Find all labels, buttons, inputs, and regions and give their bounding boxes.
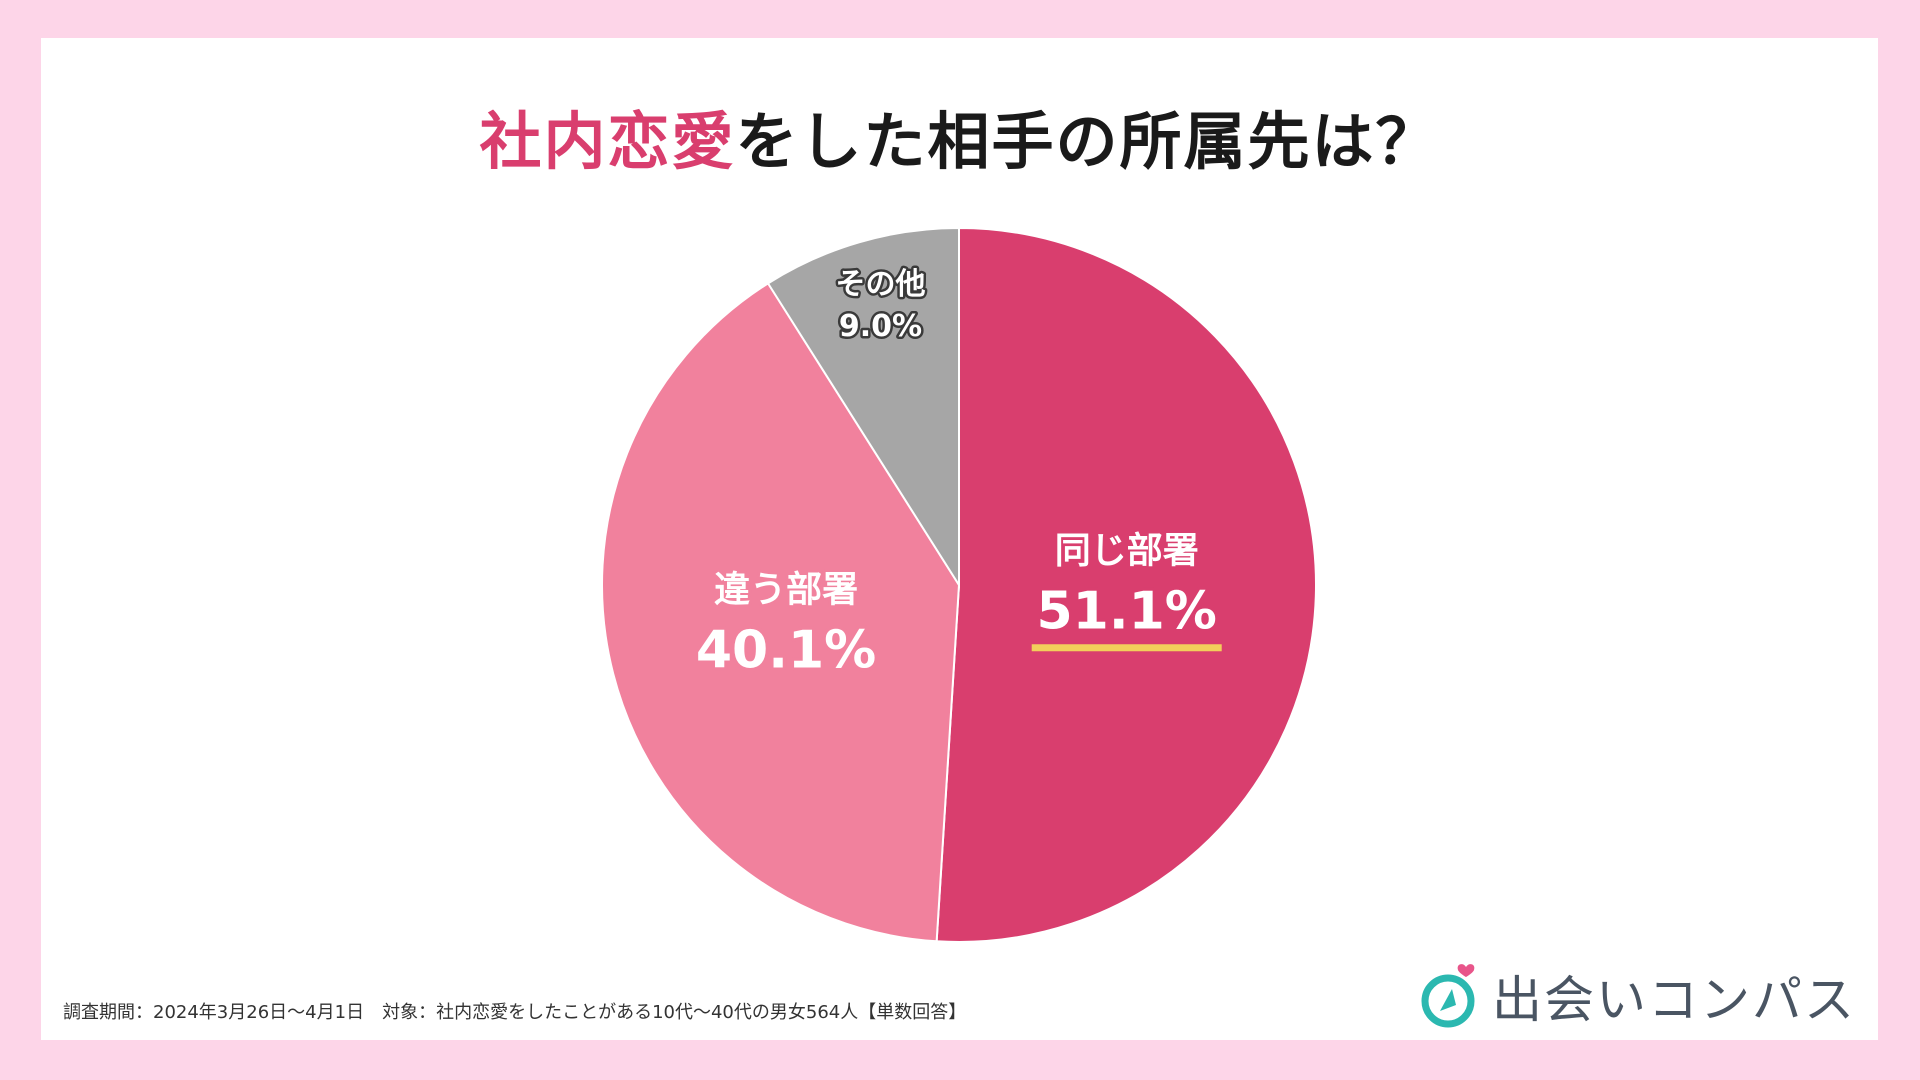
slice-label-same-department: 同じ部署 xyxy=(1055,530,1199,571)
slice-value-same-department: 51.1% xyxy=(1037,581,1217,641)
chart-title: 社内恋愛をした相手の所属先は？ xyxy=(41,91,1878,181)
pie-chart: 同じ部署 51.1% 違う部署 40.1% その他 9.0% xyxy=(601,226,1317,943)
title-accent: 社内恋愛 xyxy=(479,105,736,178)
highlight-underline xyxy=(1031,644,1222,652)
slice-label-different-department: 違う部署 xyxy=(714,569,858,610)
slice-value-other: 9.0% xyxy=(839,309,922,344)
title-rest: をした相手の所属先は？ xyxy=(735,105,1440,178)
compass-heart-icon xyxy=(1421,964,1475,1028)
survey-footnote: 調査期間：2024年3月26日〜4月1日 対象：社内恋愛をしたことがある10代〜… xyxy=(63,1002,967,1023)
chart-card: 社内恋愛をした相手の所属先は？ 同じ部署 51.1% 違う部署 40.1% その他 9.0… xyxy=(41,38,1878,1040)
pie-slice-same-department xyxy=(935,226,1317,943)
slice-value-different-department: 40.1% xyxy=(696,620,876,680)
brand-logo: 出会いコンパス xyxy=(1418,960,1856,1032)
pie-slice-other xyxy=(766,226,960,589)
pie-slice-different-department xyxy=(601,281,961,943)
slice-label-other: その他 xyxy=(835,267,925,302)
brand-name: 出会いコンパス xyxy=(1492,971,1856,1029)
